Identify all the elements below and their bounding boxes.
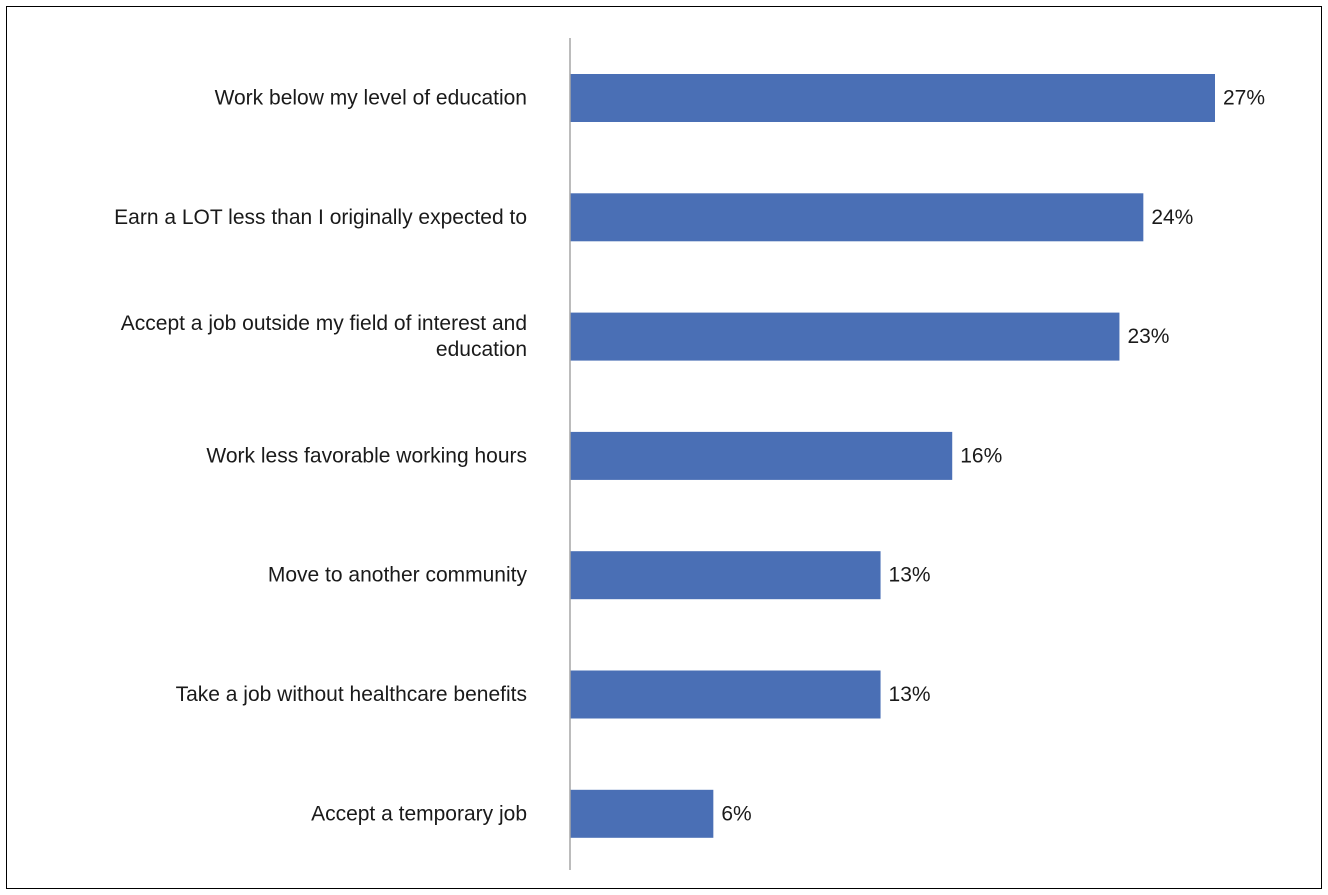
- bars-group: [570, 74, 1215, 838]
- category-label: Move to another community: [268, 564, 528, 587]
- category-label: education: [436, 338, 527, 361]
- bar: [570, 193, 1144, 242]
- category-label: Take a job without healthcare benefits: [176, 683, 527, 706]
- bar: [570, 551, 881, 600]
- bar: [570, 74, 1215, 122]
- bar: [570, 670, 881, 719]
- data-label: 13%: [889, 683, 931, 706]
- category-label: Work below my level of education: [215, 87, 527, 110]
- data-label: 24%: [1151, 206, 1193, 229]
- bar: [570, 431, 953, 480]
- data-label: 6%: [721, 802, 751, 825]
- data-labels-group: 27% 24% 23% 16% 13% 13% 6%: [721, 87, 1265, 826]
- category-label: Work less favorable working hours: [206, 444, 527, 467]
- category-label: Accept a temporary job: [311, 802, 527, 825]
- data-label: 13%: [889, 564, 931, 587]
- data-label: 23%: [1127, 325, 1169, 348]
- category-label: Earn a LOT less than I originally expect…: [114, 206, 527, 229]
- data-label: 27%: [1223, 87, 1265, 110]
- bar: [570, 312, 1120, 361]
- category-label: Accept a job outside my field of interes…: [121, 312, 527, 335]
- data-label: 16%: [960, 444, 1002, 467]
- bar: [570, 789, 714, 838]
- category-labels-group: Work below my level of education Earn a L…: [114, 87, 527, 826]
